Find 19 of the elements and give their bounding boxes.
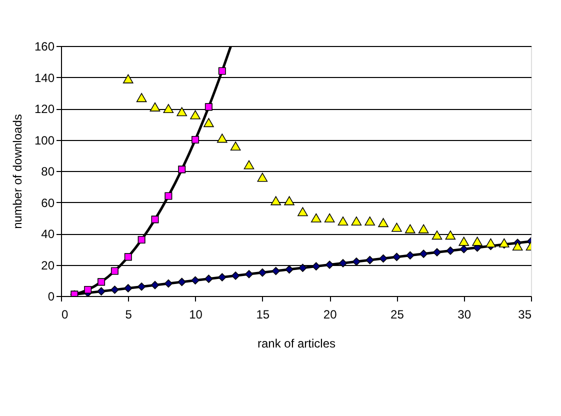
x-tick-label: 35 [518, 308, 532, 322]
y-tick-label: 60 [41, 196, 55, 210]
x-axis-title: rank of articles [257, 336, 336, 350]
x-tick-label: 0 [62, 308, 68, 322]
y-tick-label: 40 [41, 227, 55, 241]
y-tick-label: 160 [34, 40, 55, 54]
y-tick-label: 100 [34, 133, 55, 148]
x-tick-label: 15 [256, 308, 270, 322]
x-tick-label: 5 [125, 308, 132, 322]
x-tick-label: 20 [323, 308, 338, 322]
y-tick-label: 120 [34, 102, 55, 116]
x-tick-label: 25 [390, 308, 404, 322]
y-tick-label: 20 [41, 258, 55, 272]
x-tick-label: 30 [458, 308, 472, 322]
x-tick-label: 10 [189, 308, 203, 322]
y-tick-label: 80 [41, 164, 55, 178]
y-tick-label: 0 [48, 290, 55, 304]
y-tick-label: 140 [34, 70, 55, 85]
y-axis-title: number of downloads [10, 114, 24, 229]
